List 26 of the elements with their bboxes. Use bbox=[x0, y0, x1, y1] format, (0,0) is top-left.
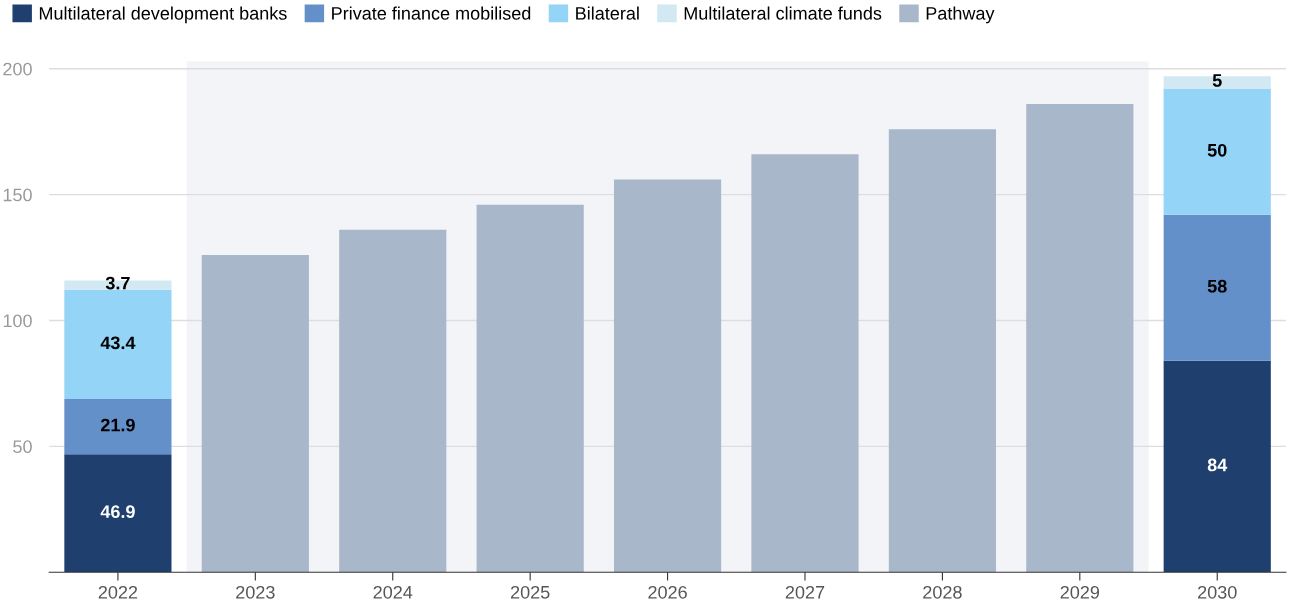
x-tick-label: 2023 bbox=[236, 585, 275, 599]
data-label: 43.4 bbox=[100, 336, 136, 350]
y-tick-label: 50 bbox=[13, 440, 32, 454]
x-tick-label: 2025 bbox=[510, 585, 550, 599]
x-tick-label: 2027 bbox=[785, 585, 825, 599]
x-tick-label: 2030 bbox=[1198, 585, 1237, 599]
data-label: 5 bbox=[1212, 74, 1222, 87]
x-tick-label: 2028 bbox=[923, 585, 962, 599]
x-tick-label: 2026 bbox=[648, 585, 687, 599]
data-label: 46.9 bbox=[100, 505, 135, 519]
data-label: 58 bbox=[1207, 279, 1227, 293]
y-tick-label: 100 bbox=[3, 314, 32, 328]
x-tick-label: 2022 bbox=[98, 585, 138, 599]
data-label: 84 bbox=[1207, 458, 1228, 472]
legend-label: Private finance mobilised bbox=[332, 6, 531, 20]
legend-label: Bilateral bbox=[576, 6, 639, 20]
legend-label: Multilateral development banks bbox=[39, 6, 287, 24]
data-label: 3.7 bbox=[105, 276, 130, 290]
legend-label: Multilateral climate funds bbox=[684, 6, 882, 20]
y-tick-label: 200 bbox=[3, 62, 32, 76]
y-tick-label: 150 bbox=[3, 188, 32, 202]
data-label: 21.9 bbox=[100, 418, 135, 432]
data-label: 50 bbox=[1207, 143, 1227, 157]
x-tick-label: 2024 bbox=[373, 585, 413, 599]
legend-label: Pathway bbox=[926, 6, 995, 24]
x-tick-label: 2029 bbox=[1060, 585, 1100, 599]
